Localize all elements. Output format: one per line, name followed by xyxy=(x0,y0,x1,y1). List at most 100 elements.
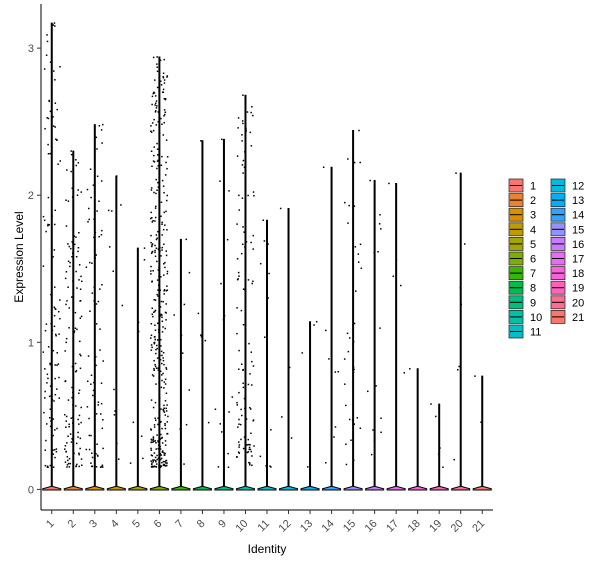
point-10 xyxy=(237,117,240,119)
point-1 xyxy=(59,299,61,301)
point-6 xyxy=(155,442,157,444)
point-6 xyxy=(165,303,167,305)
point-1 xyxy=(53,286,56,288)
point-10 xyxy=(240,363,243,365)
point-3 xyxy=(90,196,92,199)
point-6 xyxy=(156,347,159,350)
point-6 xyxy=(164,266,166,269)
point-6 xyxy=(152,436,155,438)
legend-label-14: 14 xyxy=(572,210,584,222)
point-5 xyxy=(142,457,144,460)
point-6 xyxy=(153,369,155,371)
point-17 xyxy=(392,275,395,278)
point-6 xyxy=(154,79,156,81)
point-3 xyxy=(95,323,98,325)
point-6 xyxy=(163,293,165,295)
point-9 xyxy=(226,238,229,241)
point-10 xyxy=(238,368,240,371)
point-2 xyxy=(65,341,67,344)
point-6 xyxy=(163,407,165,410)
point-6 xyxy=(152,92,155,95)
point-4 xyxy=(108,246,111,248)
point-3 xyxy=(91,452,93,454)
point-2 xyxy=(66,464,69,466)
point-2 xyxy=(67,243,69,245)
point-1 xyxy=(46,373,49,376)
point-10 xyxy=(236,223,238,225)
point-1 xyxy=(54,102,57,104)
point-6 xyxy=(150,131,153,133)
point-6 xyxy=(159,459,161,461)
point-3 xyxy=(87,221,89,223)
point-2 xyxy=(75,159,77,161)
point-10 xyxy=(238,209,241,211)
point-2 xyxy=(75,270,77,273)
point-6 xyxy=(161,461,163,464)
point-6 xyxy=(150,241,152,244)
x-tick-label: 9 xyxy=(216,518,229,531)
point-15 xyxy=(353,368,355,371)
point-16 xyxy=(379,213,381,216)
point-3 xyxy=(94,257,96,259)
point-1 xyxy=(59,317,61,320)
point-1 xyxy=(57,363,60,365)
point-6 xyxy=(151,250,154,253)
point-2 xyxy=(65,271,68,273)
point-11 xyxy=(259,455,262,458)
violin-6 xyxy=(149,56,169,491)
point-6 xyxy=(151,346,153,349)
point-6 xyxy=(162,88,165,91)
point-3 xyxy=(90,374,93,377)
point-6 xyxy=(160,255,162,257)
point-15 xyxy=(360,267,363,270)
point-10 xyxy=(236,456,238,458)
point-6 xyxy=(160,84,163,86)
point-10 xyxy=(241,134,243,136)
point-6 xyxy=(154,338,157,341)
point-6 xyxy=(154,417,156,420)
point-6 xyxy=(161,246,163,249)
point-14 xyxy=(334,371,337,373)
point-4 xyxy=(113,414,116,416)
point-10 xyxy=(244,151,246,153)
point-2 xyxy=(73,452,75,455)
point-6 xyxy=(164,440,167,442)
point-1 xyxy=(48,100,51,103)
point-6 xyxy=(163,82,166,84)
point-10 xyxy=(243,436,246,438)
point-1 xyxy=(48,416,51,419)
point-19 xyxy=(430,403,432,405)
point-6 xyxy=(156,70,159,73)
point-6 xyxy=(158,466,160,469)
point-10 xyxy=(245,418,248,420)
point-3 xyxy=(91,292,94,294)
point-1 xyxy=(52,70,55,72)
point-10 xyxy=(249,448,252,451)
point-6 xyxy=(160,117,162,120)
point-12 xyxy=(279,207,282,210)
point-6 xyxy=(155,352,157,355)
point-6 xyxy=(166,289,169,291)
point-6 xyxy=(153,310,156,313)
point-6 xyxy=(162,91,165,93)
point-6 xyxy=(166,421,169,423)
point-6 xyxy=(156,66,158,68)
point-7 xyxy=(188,271,191,274)
point-4 xyxy=(116,175,118,177)
point-3 xyxy=(88,218,90,221)
point-10 xyxy=(246,444,248,446)
point-10 xyxy=(249,373,251,375)
point-6 xyxy=(157,447,159,450)
point-2 xyxy=(72,439,74,441)
point-8 xyxy=(200,336,203,338)
legend-label-19: 19 xyxy=(572,283,584,295)
point-6 xyxy=(161,331,164,333)
point-10 xyxy=(239,423,242,426)
point-10 xyxy=(243,397,246,400)
point-6 xyxy=(159,289,162,292)
point-2 xyxy=(71,386,73,389)
point-6 xyxy=(158,437,160,440)
point-6 xyxy=(164,383,167,385)
point-6 xyxy=(158,382,160,384)
point-10 xyxy=(249,408,252,410)
